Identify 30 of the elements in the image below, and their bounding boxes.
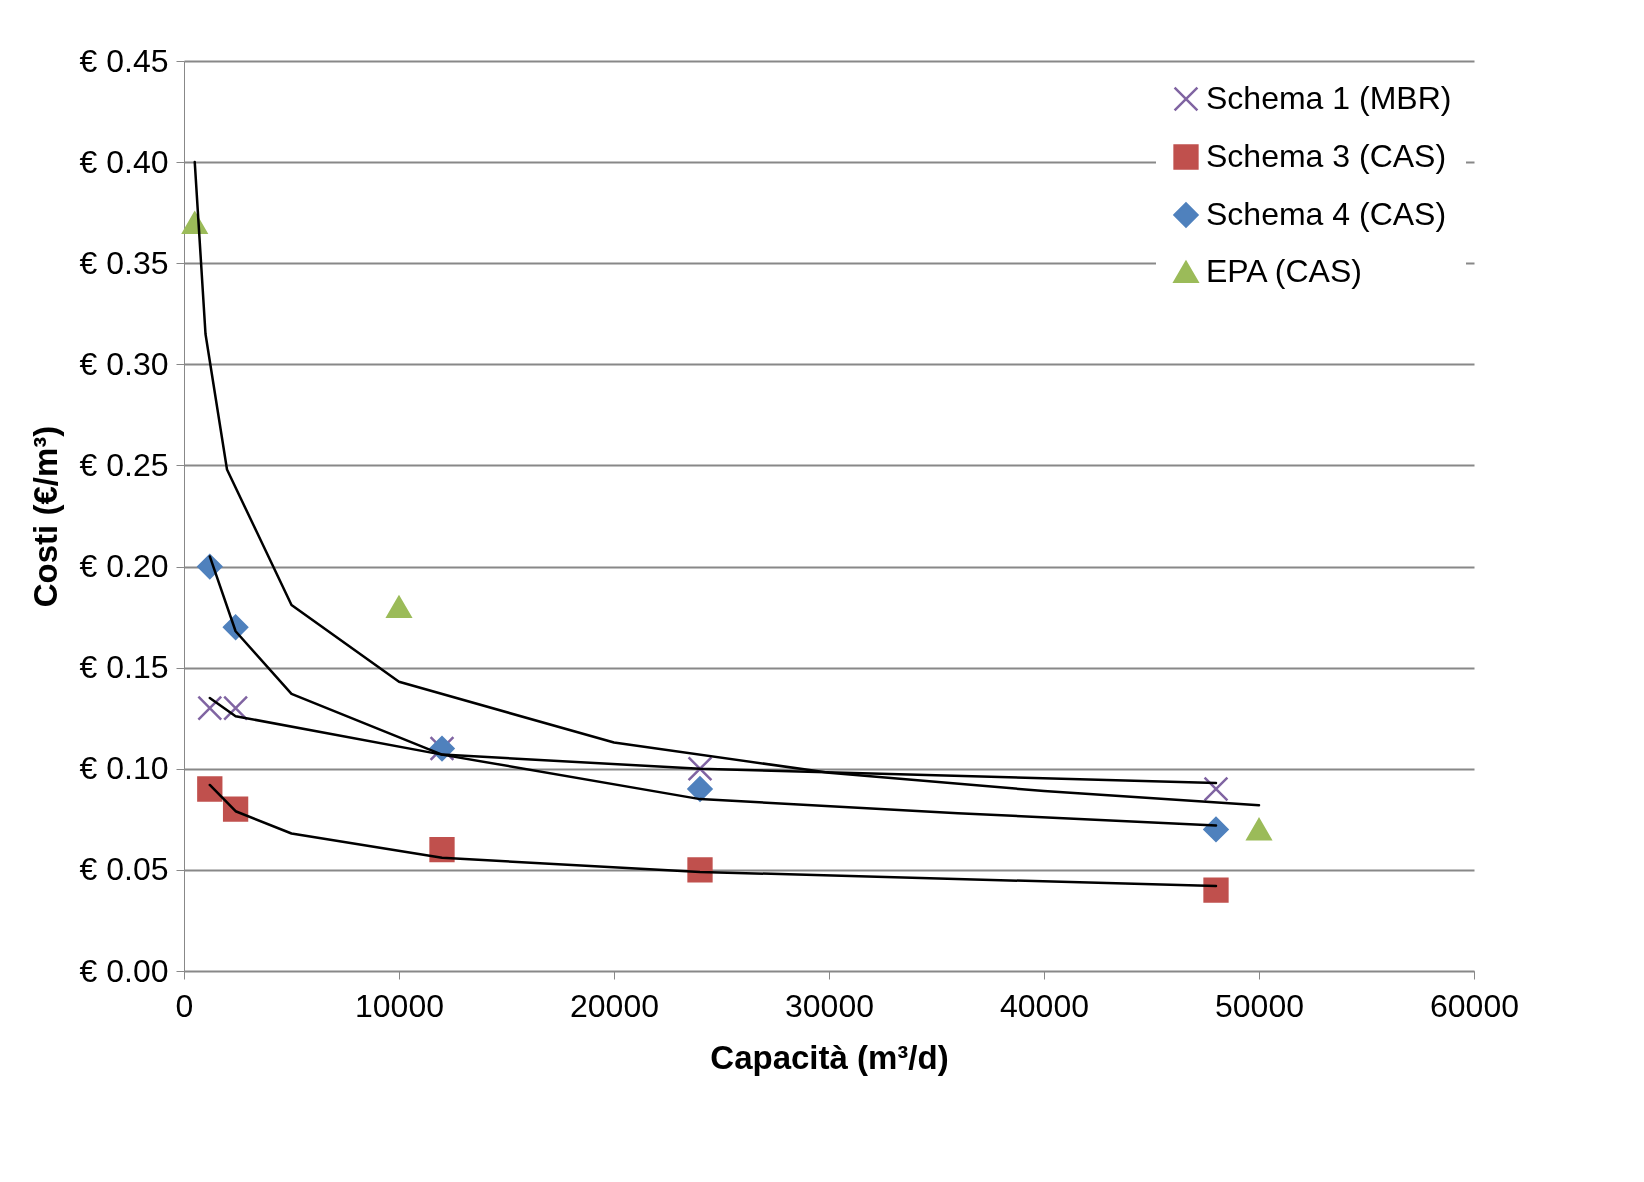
- x-tick-label: 60000: [1430, 987, 1519, 1024]
- y-tick-label: € 0.45: [79, 42, 169, 79]
- x-tick-label: 0: [175, 987, 194, 1024]
- point: [687, 776, 713, 802]
- legend-label: Schema 1 (MBR): [1206, 80, 1452, 116]
- point: [1246, 818, 1272, 841]
- point: [197, 776, 223, 802]
- x-tick-label: 40000: [1000, 987, 1089, 1024]
- point: [1203, 816, 1229, 843]
- x-tick-label: 10000: [355, 987, 444, 1024]
- x-axis-title: Capacità (m³/d): [710, 1038, 949, 1076]
- point: [1203, 877, 1229, 903]
- legend-label: Schema 4 (CAS): [1206, 196, 1447, 232]
- x-tick-label: 50000: [1215, 987, 1304, 1024]
- point: [386, 595, 412, 619]
- y-tick-label: € 0.20: [79, 548, 169, 585]
- y-tick-label: € 0.35: [79, 244, 169, 281]
- y-tick-label: € 0.05: [79, 851, 169, 888]
- y-tick-label: € 0.40: [79, 143, 169, 180]
- y-tick-label: € 0.15: [79, 649, 169, 686]
- y-axis-title: Costi (€/m³): [26, 425, 64, 608]
- x-tick-label: 20000: [570, 987, 659, 1024]
- legend-label: Schema 3 (CAS): [1206, 138, 1447, 174]
- y-tick-label: € 0.30: [79, 345, 169, 382]
- y-tick-label: € 0.25: [79, 446, 169, 483]
- point: [1203, 776, 1229, 802]
- y-tick-label: € 0.00: [79, 952, 169, 989]
- legend-label: EPA (CAS): [1206, 253, 1362, 289]
- y-tick-label: € 0.10: [79, 750, 169, 787]
- x-tick-label: 30000: [785, 987, 874, 1024]
